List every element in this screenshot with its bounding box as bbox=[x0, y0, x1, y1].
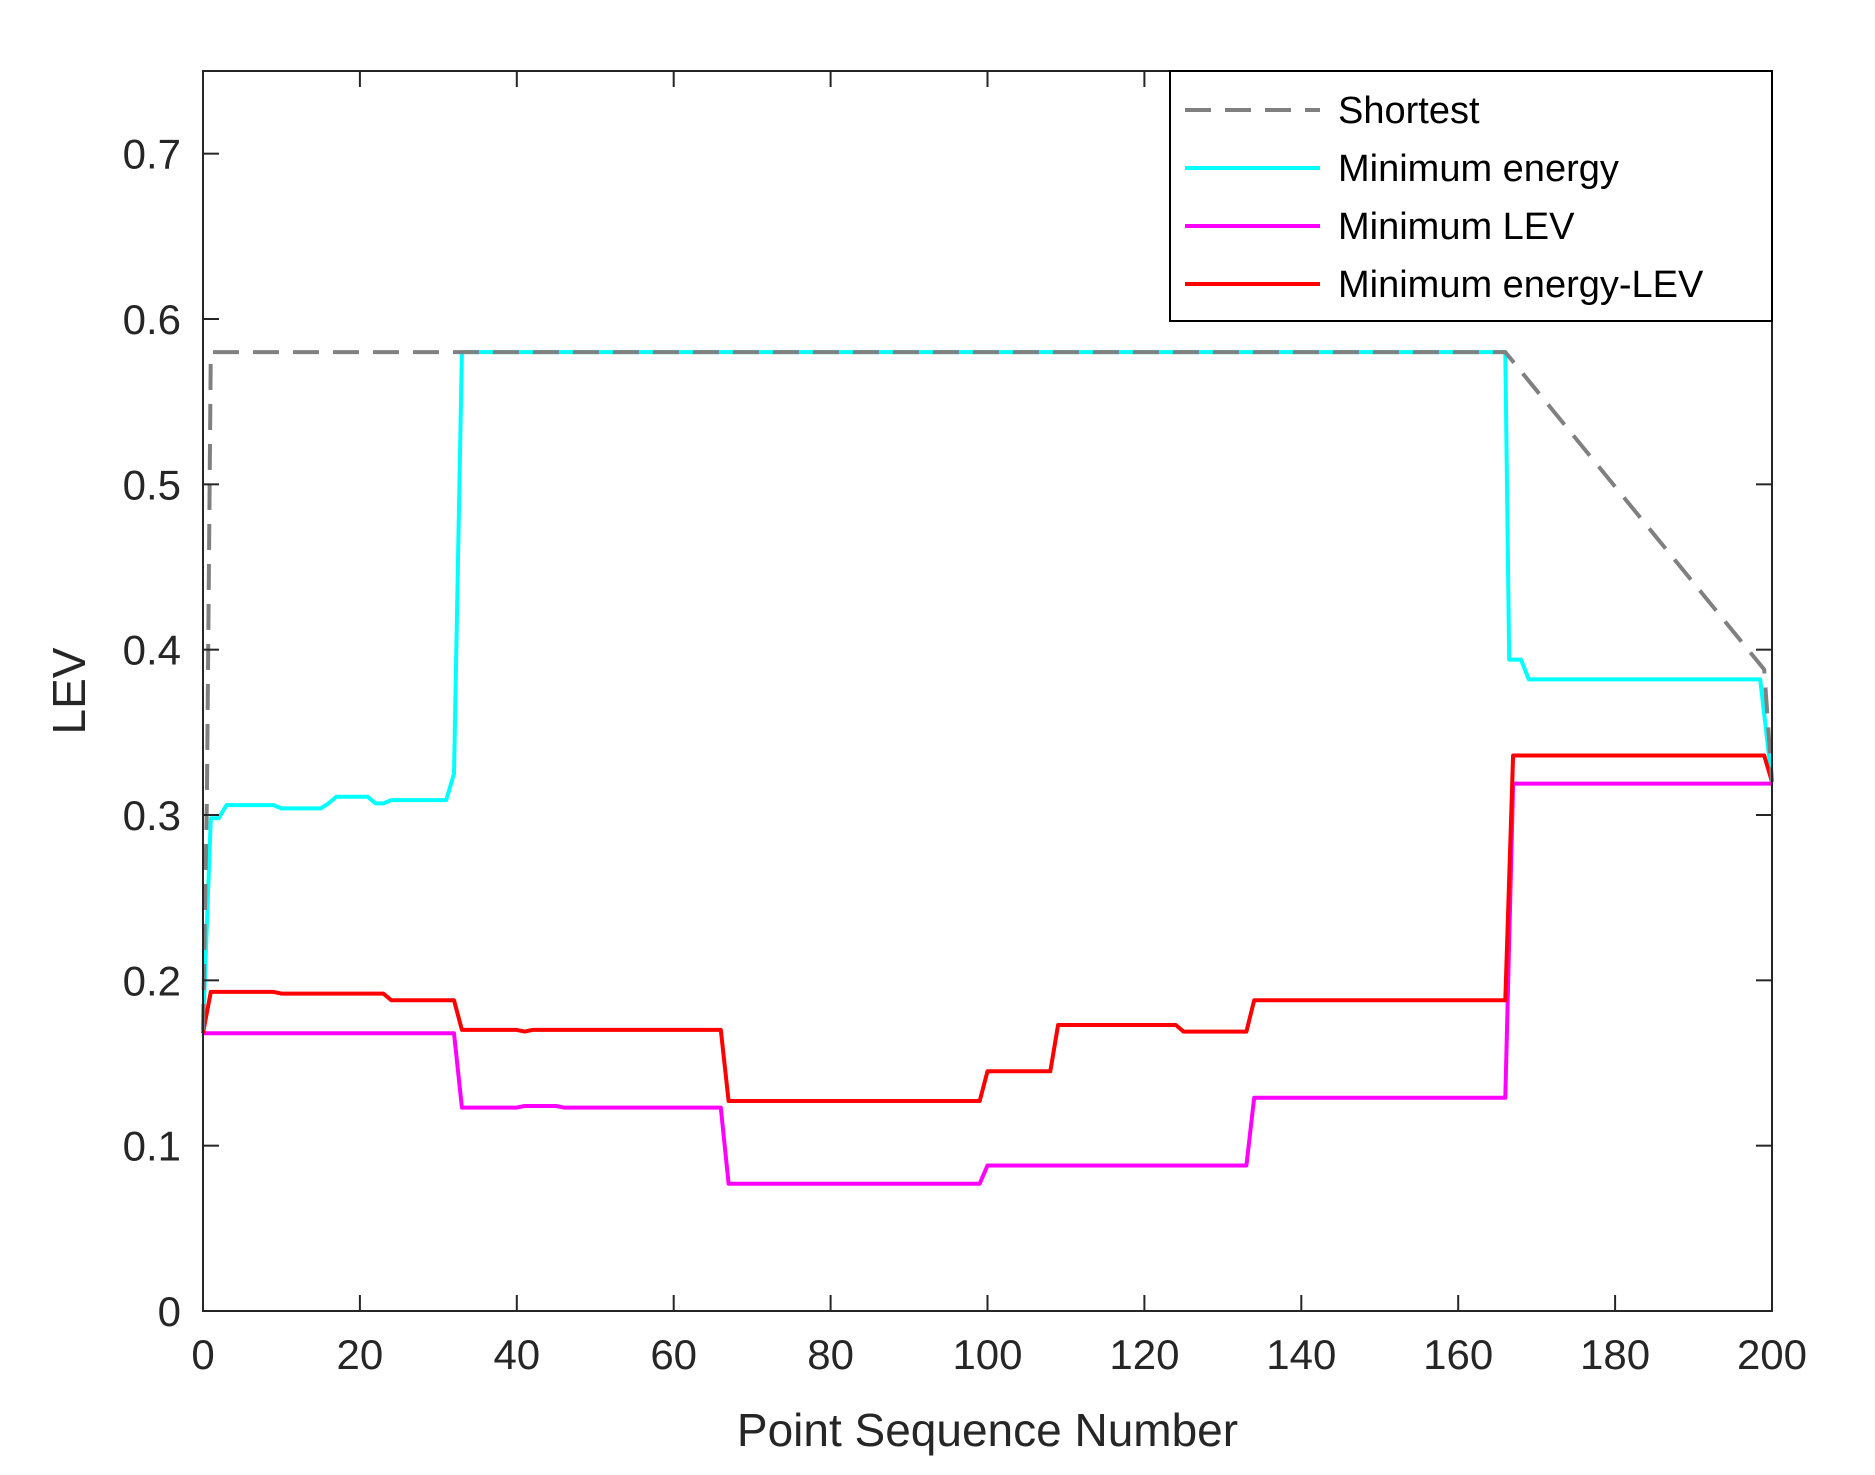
x-tick-label: 80 bbox=[807, 1331, 854, 1378]
x-tick-label: 20 bbox=[337, 1331, 384, 1378]
series-line-minimum-lev bbox=[203, 781, 1772, 1186]
legend: Shortest Minimum energy Minimum LEV Minimum… bbox=[1169, 70, 1773, 322]
series-line-shortest bbox=[201, 350, 1774, 1030]
y-tick-label: 0.2 bbox=[123, 957, 181, 1004]
y-tick-label: 0.4 bbox=[123, 627, 181, 674]
legend-label: Minimum energy bbox=[1338, 148, 1619, 190]
y-tick-label: 0.3 bbox=[123, 792, 181, 839]
y-tick-label: 0.7 bbox=[123, 131, 181, 178]
y-tick-label: 0.6 bbox=[123, 296, 181, 343]
y-axis-title: LEV bbox=[43, 647, 95, 734]
x-tick-label: 100 bbox=[952, 1331, 1022, 1378]
y-tick-label: 0.5 bbox=[123, 461, 181, 508]
legend-label: Shortest bbox=[1338, 90, 1480, 132]
y-tick-label: 0 bbox=[158, 1288, 181, 1335]
x-axis-title: Point Sequence Number bbox=[737, 1404, 1238, 1456]
x-tick-label: 160 bbox=[1423, 1331, 1493, 1378]
x-tick-label: 200 bbox=[1737, 1331, 1807, 1378]
ticks-layer: 0 20 40 60 80 100 120 140 160 180 200 0 0.1 0.2 0.3 0.4… bbox=[123, 71, 1807, 1378]
x-tick-label: 40 bbox=[493, 1331, 540, 1378]
series-line-minimum-energy bbox=[201, 350, 1774, 1030]
x-tick-label: 60 bbox=[650, 1331, 697, 1378]
x-tick-label: 0 bbox=[191, 1331, 214, 1378]
x-tick-label: 120 bbox=[1109, 1331, 1179, 1378]
x-tick-label: 140 bbox=[1266, 1331, 1336, 1378]
x-tick-label: 180 bbox=[1580, 1331, 1650, 1378]
legend-label: Minimum energy-LEV bbox=[1338, 264, 1704, 306]
series-layer bbox=[201, 350, 1774, 1186]
legend-label: Minimum LEV bbox=[1338, 206, 1575, 248]
y-tick-label: 0.1 bbox=[123, 1123, 181, 1170]
series-line-minimum-energy-lev bbox=[201, 753, 1774, 1103]
legend-box bbox=[1169, 70, 1773, 322]
